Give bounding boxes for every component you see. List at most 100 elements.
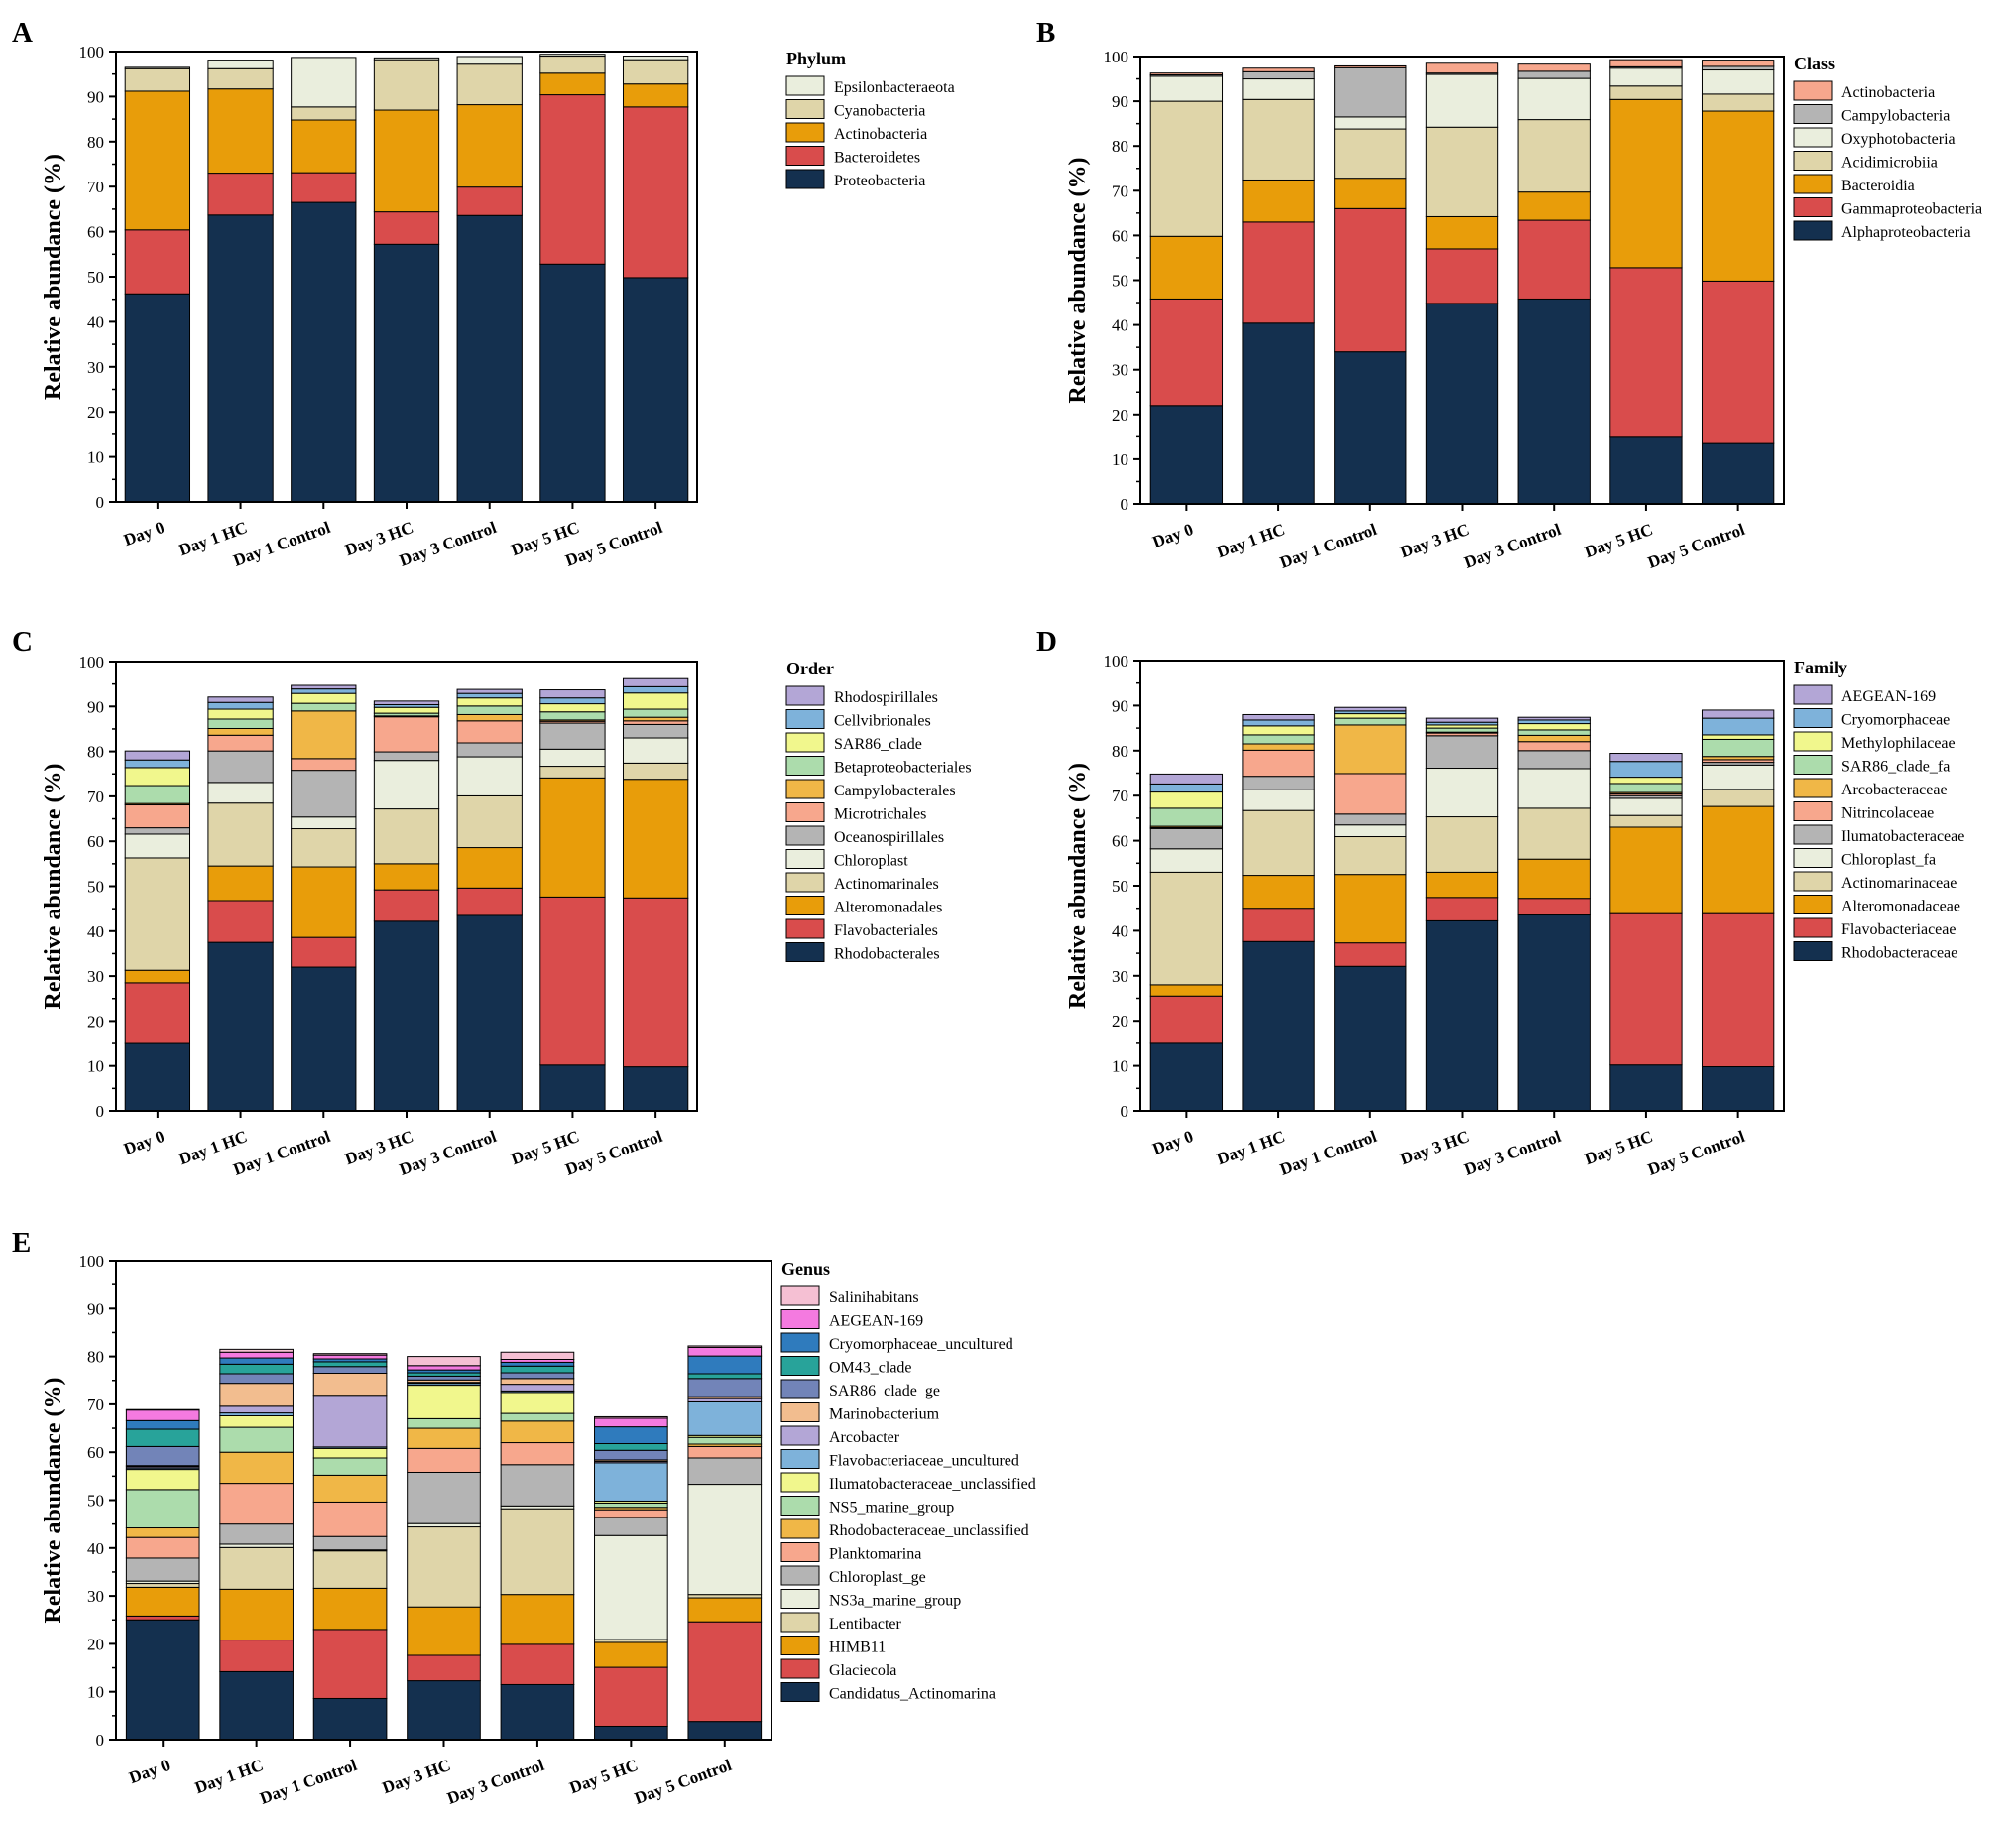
bar-segment xyxy=(291,119,357,174)
x-tick-label: Day 0 xyxy=(121,1127,167,1158)
bar-segment xyxy=(124,767,191,787)
bars xyxy=(1149,59,1775,505)
y-tick-label: 100 xyxy=(79,1252,105,1271)
legend-swatch xyxy=(1793,917,1833,938)
bar-segment xyxy=(1149,1042,1224,1112)
bar-segment xyxy=(539,72,606,96)
legend-label: Actinomarinales xyxy=(834,876,939,893)
bar-segment xyxy=(207,802,274,867)
bar-segment xyxy=(687,1378,763,1397)
legend-label: Salinihabitans xyxy=(829,1289,919,1306)
bar-segment xyxy=(1517,914,1591,1112)
legend-swatch xyxy=(785,169,825,189)
bar-segment xyxy=(124,293,191,503)
bar-segment xyxy=(219,1357,294,1365)
bar-segment xyxy=(207,701,274,710)
bar-segment xyxy=(687,1436,763,1445)
bar-segment xyxy=(687,1345,763,1348)
bar-segment xyxy=(500,1683,575,1741)
bar-segment xyxy=(373,889,440,922)
bar-segment xyxy=(539,56,606,74)
bar-segment xyxy=(1149,783,1224,793)
bar-segment xyxy=(291,201,357,503)
x-tick-label: Day 5 Control xyxy=(632,1756,734,1808)
bar-segment xyxy=(207,728,274,736)
bar-segment xyxy=(539,94,606,265)
legend-label: Betaproteobacteriales xyxy=(834,760,972,777)
bar-segment xyxy=(407,1522,481,1528)
bar-segment xyxy=(594,1509,668,1518)
bar-segment xyxy=(687,1597,763,1623)
bar-segment xyxy=(1609,814,1683,828)
legend-label: Proteobacteria xyxy=(834,173,925,189)
legend-label: Rhodobacteraceae xyxy=(1841,945,1957,962)
y-tick-label: 10 xyxy=(1112,1057,1128,1076)
y-tick-label: 70 xyxy=(1112,787,1128,805)
bar-segment xyxy=(1701,65,1775,71)
bar-segment xyxy=(207,865,274,902)
y-tick-label: 70 xyxy=(1112,182,1128,200)
legend-label: Bacteroidetes xyxy=(834,150,920,167)
bar-segment xyxy=(456,713,523,722)
bar-segment xyxy=(687,1721,763,1741)
y-tick-label: 90 xyxy=(87,1299,104,1318)
panel-letter: E xyxy=(12,1227,31,1259)
bar-segment xyxy=(312,1535,388,1551)
x-tick-label: Day 5 HC xyxy=(567,1756,641,1797)
bar-segment xyxy=(594,1641,668,1668)
bar-segment xyxy=(622,897,689,1068)
y-tick-label: 0 xyxy=(1121,495,1129,514)
bar-segment xyxy=(622,277,689,503)
bar-segment xyxy=(1425,768,1499,818)
legend-label: SAR86_clade_ge xyxy=(829,1383,940,1399)
x-tick-label: Day 1 HC xyxy=(1214,520,1287,561)
bar-segment xyxy=(1425,215,1499,250)
legend-label: NS3a_marine_group xyxy=(829,1593,961,1610)
y-tick-label: 20 xyxy=(87,1012,104,1031)
bar-segment xyxy=(594,1415,668,1419)
bar-segment xyxy=(1609,85,1683,100)
y-tick-label: 10 xyxy=(87,1057,104,1076)
bar-segment xyxy=(312,1373,388,1397)
legend-swatch xyxy=(780,1589,820,1609)
x-tick-label: Day 3 HC xyxy=(1398,520,1472,561)
bar-segment xyxy=(1242,78,1315,100)
bar-segment xyxy=(622,1066,689,1112)
legend-swatch xyxy=(1793,895,1833,914)
bar-segment xyxy=(1334,836,1407,876)
bar-segment xyxy=(622,59,689,85)
bar-segment xyxy=(1149,235,1224,300)
y-axis-label: Relative abundance (%) xyxy=(41,154,66,400)
bar-segment xyxy=(207,782,274,804)
legend-label: Planktomarina xyxy=(829,1546,921,1563)
bar-segment xyxy=(1701,789,1775,807)
bar-segment xyxy=(539,777,606,898)
bar-segment xyxy=(124,90,191,231)
legend-label: Ilumatobacteraceae xyxy=(1841,828,1964,845)
bar-segment xyxy=(500,1365,575,1374)
bar-segment xyxy=(312,1366,388,1374)
x-tick-label: Day 1 Control xyxy=(1277,1127,1379,1179)
bars xyxy=(124,677,689,1112)
bar-segment xyxy=(1425,62,1499,74)
bar-segment xyxy=(207,708,274,720)
bar-segment xyxy=(407,1417,481,1429)
y-tick-label: 10 xyxy=(1112,450,1128,469)
bar-segment xyxy=(456,756,523,796)
legend-label: Nitrincolaceae xyxy=(1841,805,1934,822)
legend-swatch xyxy=(1793,104,1833,124)
bar-segment xyxy=(312,1501,388,1537)
legend-label: Epsilonbacteraeota xyxy=(834,79,955,96)
bar-segment xyxy=(373,59,440,111)
panel-C: C 0 10 20 30 40 50 60 70 80 90 100 Relative abundanc… xyxy=(12,626,972,1179)
x-tick-label: Day 1 Control xyxy=(257,1756,359,1808)
y-axis-label: Relative abundance (%) xyxy=(1065,763,1091,1009)
y-tick-label: 90 xyxy=(87,697,104,716)
bar-segment xyxy=(1242,809,1315,877)
bar-segment xyxy=(207,88,274,175)
legend-swatch xyxy=(780,1472,820,1493)
bar-segment xyxy=(291,710,357,760)
bar-segment xyxy=(407,1427,481,1449)
panel-B: B 0 10 20 30 40 50 60 70 80 90 100 Relative abundanc… xyxy=(1036,17,1982,572)
bar-segment xyxy=(373,716,440,753)
